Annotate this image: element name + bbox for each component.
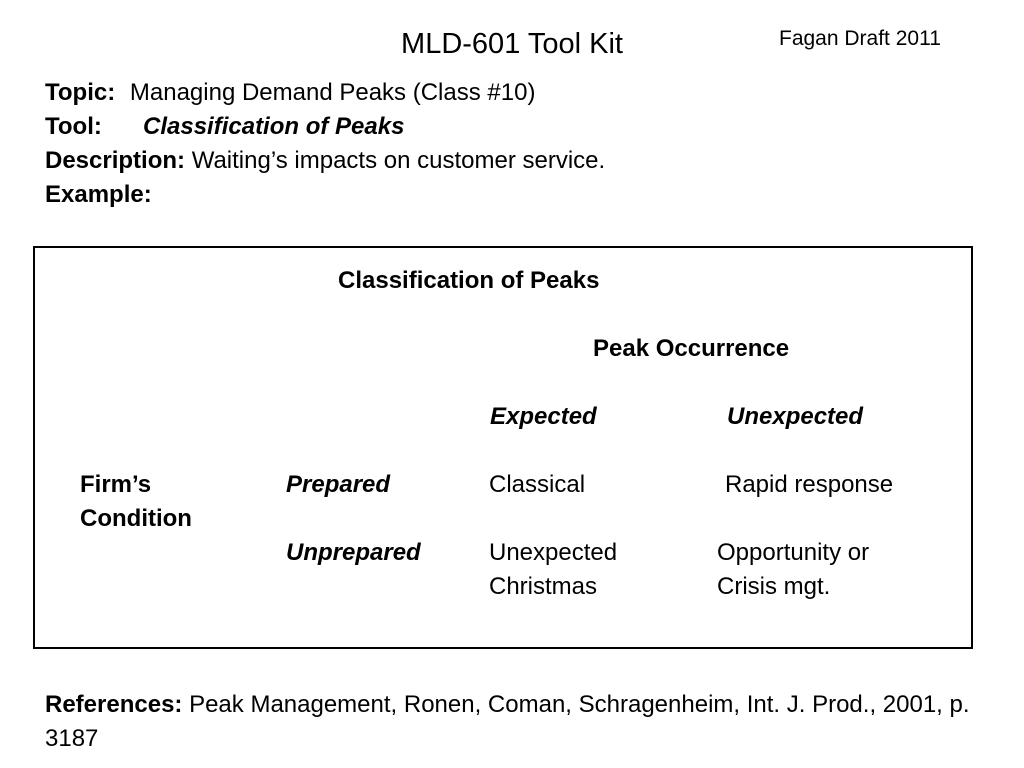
cell-unprepared-unexpected-line1: Opportunity or xyxy=(717,539,870,566)
cell-unprepared-unexpected-line2: Crisis mgt. xyxy=(717,573,831,600)
cell-unprepared-expected-line2: Christmas xyxy=(489,573,598,600)
references: References: Peak Management, Ronen, Coma… xyxy=(45,688,985,756)
references-label: References: xyxy=(45,691,183,718)
row-label-unprepared: Unprepared xyxy=(286,539,421,566)
tool-value: Classification of Peaks xyxy=(143,113,405,140)
slide-title: MLD-601 Tool Kit xyxy=(401,28,623,60)
description-value: Waiting’s impacts on customer service. xyxy=(191,147,606,174)
row-group-label: Firm’s Condition xyxy=(80,468,192,536)
description-label: Description: xyxy=(45,147,186,174)
column-group-header: Peak Occurrence xyxy=(593,335,790,362)
row-label-prepared: Prepared xyxy=(286,471,391,498)
draft-note: Fagan Draft 2011 xyxy=(779,27,941,50)
tool-label: Tool: xyxy=(45,113,102,140)
topic-value: Managing Demand Peaks (Class #10) xyxy=(129,79,536,106)
row-group-label-line1: Firm’s xyxy=(80,471,152,498)
example-box: Classification of Peaks Peak Occurrence … xyxy=(33,246,973,649)
cell-unprepared-expected: Unexpected Christmas xyxy=(489,536,617,604)
tool-row: Tool: Classification of Peaks xyxy=(45,110,404,144)
topic-row: Topic: Managing Demand Peaks (Class #10) xyxy=(45,76,535,110)
column-header-unexpected: Unexpected xyxy=(727,403,864,430)
table-title: Classification of Peaks xyxy=(338,267,600,294)
cell-prepared-unexpected: Rapid response xyxy=(725,471,894,498)
references-text: Peak Management, Ronen, Coman, Schragenh… xyxy=(45,691,970,752)
example-label: Example: xyxy=(45,181,152,208)
cell-unprepared-unexpected: Opportunity or Crisis mgt. xyxy=(717,536,869,604)
cell-prepared-expected: Classical xyxy=(489,471,586,498)
topic-label: Topic: xyxy=(45,79,116,106)
cell-unprepared-expected-line1: Unexpected xyxy=(489,539,618,566)
row-group-label-line2: Condition xyxy=(80,505,192,532)
description-row: Description: Waiting’s impacts on custom… xyxy=(45,144,605,178)
column-header-expected: Expected xyxy=(490,403,597,430)
